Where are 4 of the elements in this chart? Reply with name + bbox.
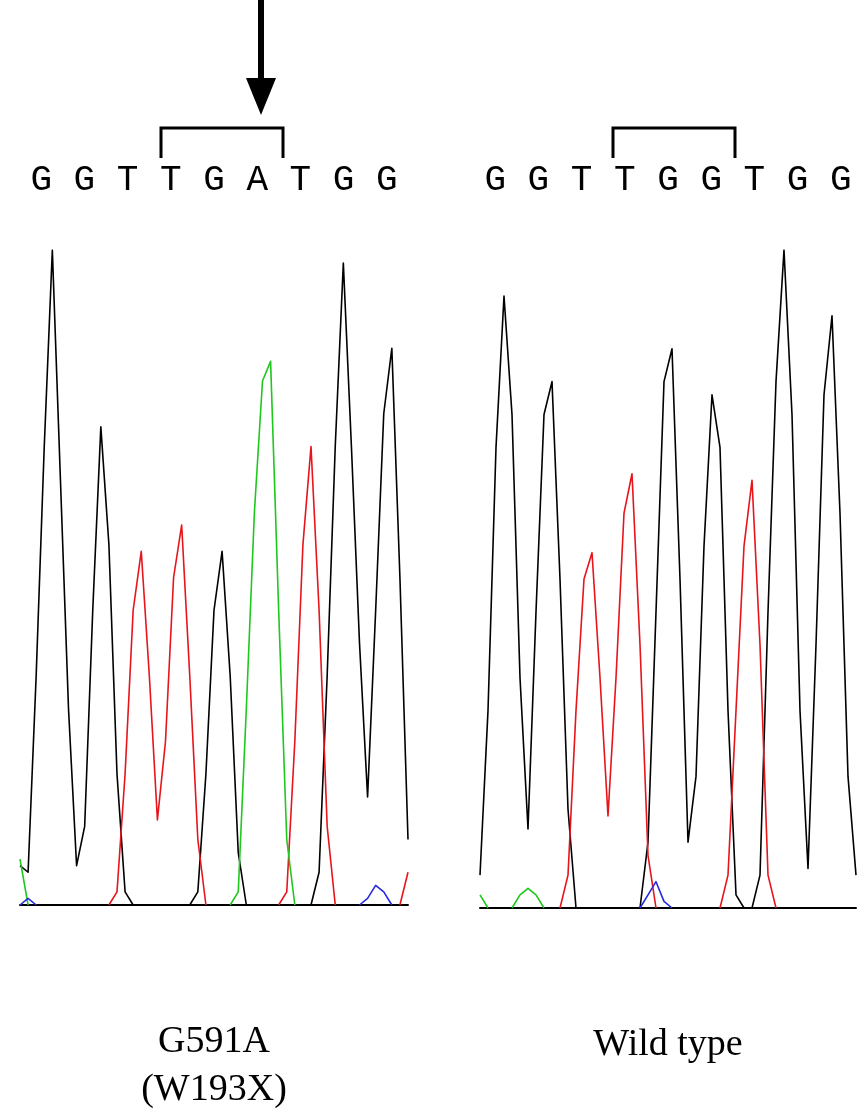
x-axis-title: G591A (W193X)	[141, 1018, 287, 1109]
text: G G T T G G T G G	[484, 159, 852, 201]
x-axis-title: Wild type	[593, 1021, 743, 1063]
text: G G T T G A T G G	[30, 159, 398, 201]
